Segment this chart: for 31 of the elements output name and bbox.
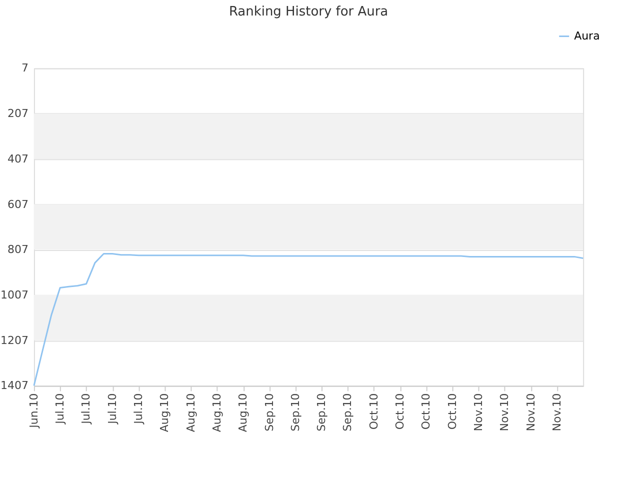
x-tick-label: Nov.10 xyxy=(524,393,538,432)
x-tick-label: Aug.10 xyxy=(210,393,224,432)
x-tick-label: Jul.10 xyxy=(132,393,146,425)
x-tick-label: Aug.10 xyxy=(184,393,198,432)
x-tick-label: Aug.10 xyxy=(158,393,172,432)
x-tick-label: Sep.10 xyxy=(341,393,354,432)
y-tick-label: 1207 xyxy=(0,334,28,347)
x-tick-label: Nov.10 xyxy=(550,393,564,432)
y-tick-label: 807 xyxy=(8,243,28,256)
chart-title: Ranking History for Aura xyxy=(228,4,388,20)
x-tick-label: Oct.10 xyxy=(446,393,459,430)
x-tick-label: Sep.10 xyxy=(262,393,276,432)
y-tick-label: 407 xyxy=(8,152,28,166)
x-tick-label: Jul.10 xyxy=(106,393,119,425)
y-tick-label: 607 xyxy=(8,198,28,211)
x-tick-label: Jun.10 xyxy=(27,393,40,429)
y-tick-label: 1007 xyxy=(0,288,28,302)
x-tick-label: Jul.10 xyxy=(54,393,67,425)
x-tick-label: Aug.10 xyxy=(236,393,250,432)
y-tick-label: 7 xyxy=(21,62,28,75)
legend-label: Aura xyxy=(574,29,600,42)
x-tick-label: Oct.10 xyxy=(420,393,433,430)
x-tick-label: Sep.10 xyxy=(315,393,328,432)
x-tick-label: Sep.10 xyxy=(288,393,302,432)
x-tick-label: Nov.10 xyxy=(498,393,512,432)
x-tick-label: Nov.10 xyxy=(472,393,485,432)
x-tick-label: Oct.10 xyxy=(394,393,407,430)
x-tick-label: Jul.10 xyxy=(80,393,93,425)
y-tick-label: 207 xyxy=(8,107,28,120)
x-tick-label: Oct.10 xyxy=(367,393,380,430)
y-tick-label: 1407 xyxy=(0,379,28,392)
